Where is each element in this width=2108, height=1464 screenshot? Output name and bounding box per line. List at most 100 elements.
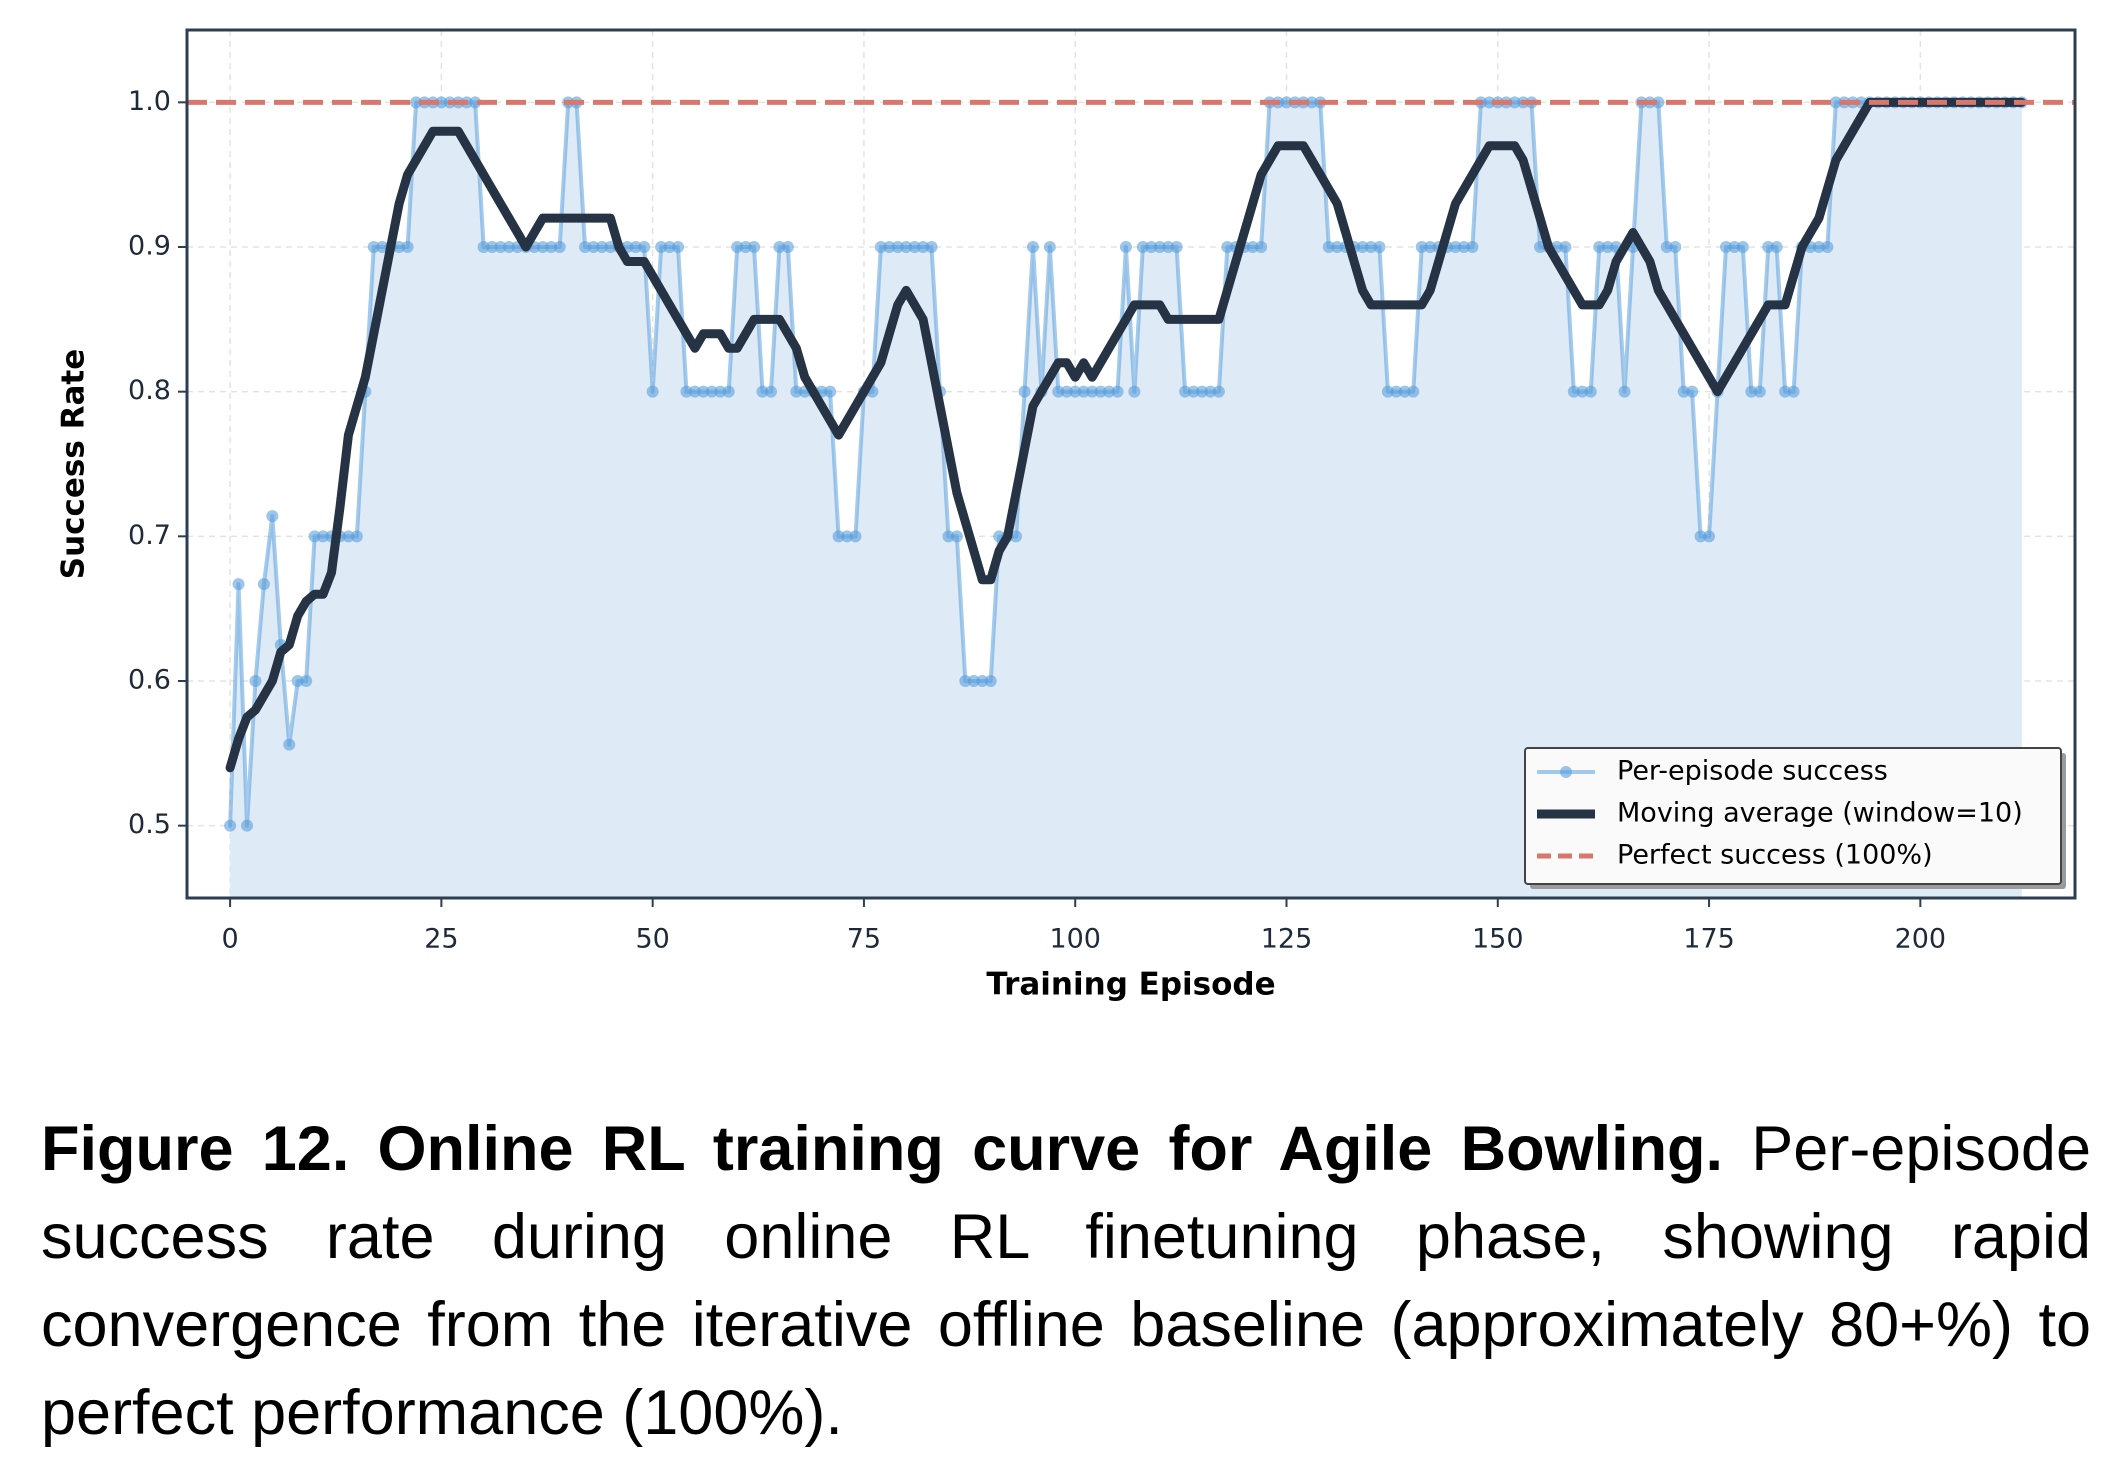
- y-tick-label: 0.9: [128, 231, 171, 262]
- point: [1576, 385, 1589, 398]
- point: [1457, 241, 1470, 253]
- point: [579, 241, 592, 253]
- point: [494, 241, 507, 253]
- point: [486, 241, 499, 253]
- legend-label: Per-episode success: [1617, 756, 1888, 787]
- point: [1703, 530, 1716, 543]
- point: [663, 241, 676, 253]
- point: [232, 578, 245, 591]
- point: [1483, 96, 1496, 109]
- point: [705, 385, 718, 398]
- point: [748, 241, 761, 253]
- point: [1415, 241, 1428, 253]
- point: [832, 530, 845, 543]
- point: [891, 241, 904, 253]
- point: [874, 241, 887, 253]
- point: [714, 385, 727, 398]
- point: [1356, 241, 1369, 253]
- x-tick-label: 50: [635, 924, 669, 955]
- point: [1052, 385, 1065, 398]
- point: [824, 385, 837, 398]
- point: [1567, 385, 1580, 398]
- point: [1187, 385, 1200, 398]
- point: [1365, 241, 1378, 253]
- point: [1018, 385, 1031, 398]
- point: [1119, 241, 1132, 253]
- point: [1322, 241, 1335, 253]
- point: [536, 241, 549, 253]
- point: [1162, 241, 1175, 253]
- point: [595, 241, 608, 253]
- area-fill: [230, 102, 2022, 898]
- point: [1812, 241, 1825, 253]
- x-tick-label: 25: [424, 924, 458, 955]
- point: [781, 241, 794, 253]
- point: [1770, 241, 1783, 253]
- x-tick-label: 100: [1049, 924, 1101, 955]
- chart: Training Episode Success Rate 0 25 50 75 100…: [56, 28, 2077, 1003]
- point: [410, 96, 423, 109]
- legend-swatch-marker: [1560, 766, 1572, 778]
- point: [900, 241, 913, 253]
- point: [722, 385, 735, 398]
- point: [1601, 241, 1614, 253]
- point: [502, 241, 515, 253]
- point: [1136, 241, 1149, 253]
- point: [764, 385, 777, 398]
- point: [1424, 241, 1437, 253]
- x-tick-label: 175: [1683, 924, 1735, 955]
- point: [908, 241, 921, 253]
- point: [1466, 241, 1479, 253]
- point: [1026, 241, 1039, 253]
- point: [1728, 241, 1741, 253]
- point: [1221, 241, 1234, 253]
- point: [672, 241, 685, 253]
- point: [1618, 385, 1631, 398]
- point: [1010, 530, 1023, 543]
- point: [1153, 241, 1166, 253]
- point: [1381, 385, 1394, 398]
- point: [739, 241, 752, 253]
- point: [266, 510, 279, 523]
- point: [317, 530, 330, 543]
- point: [587, 241, 600, 253]
- x-tick-label: 200: [1895, 924, 1947, 955]
- point: [1179, 385, 1192, 398]
- y-tick-label: 0.7: [128, 520, 171, 551]
- point: [257, 578, 270, 591]
- point: [1212, 385, 1225, 398]
- point: [300, 675, 313, 687]
- point: [477, 241, 490, 253]
- y-tick-label: 1.0: [128, 86, 171, 117]
- point: [1660, 241, 1673, 253]
- point: [1255, 241, 1268, 253]
- point: [1669, 241, 1682, 253]
- point: [308, 530, 321, 543]
- point: [959, 675, 972, 687]
- point: [1593, 241, 1606, 253]
- point: [688, 385, 701, 398]
- point: [393, 241, 406, 253]
- point: [967, 675, 980, 687]
- point: [984, 675, 997, 687]
- point: [950, 530, 963, 543]
- point: [553, 241, 566, 253]
- caption-label: Figure 12. Online RL training curve for …: [41, 1114, 1724, 1184]
- point: [1060, 385, 1073, 398]
- point: [1043, 241, 1056, 253]
- point: [1305, 96, 1318, 109]
- point: [376, 241, 389, 253]
- point: [731, 241, 744, 253]
- point: [1584, 385, 1597, 398]
- point: [1204, 385, 1217, 398]
- point: [469, 96, 482, 109]
- point: [1373, 241, 1386, 253]
- point: [646, 385, 659, 398]
- plot-frame: [185, 28, 2077, 900]
- point: [1686, 385, 1699, 398]
- point: [697, 385, 710, 398]
- point: [1821, 241, 1834, 253]
- point: [1390, 385, 1403, 398]
- point: [350, 530, 363, 543]
- point: [249, 675, 262, 687]
